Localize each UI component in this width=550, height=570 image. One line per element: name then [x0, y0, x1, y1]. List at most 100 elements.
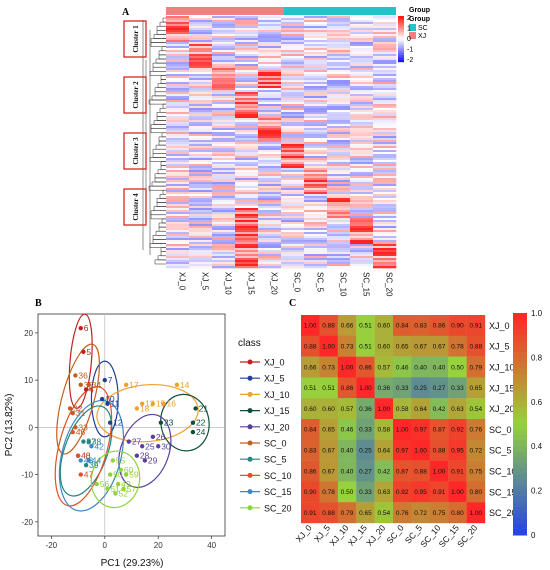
corr-value-label: 0.57: [341, 406, 354, 413]
corr-value-label: 0.88: [433, 448, 446, 455]
heatmap-cell: [327, 262, 351, 265]
heatmap-cell: [373, 262, 397, 265]
pca-point-label: 48: [81, 451, 91, 461]
heatmap-cell: [373, 206, 397, 209]
heatmap-cell: [212, 218, 236, 221]
pca-point-label: 4: [89, 385, 94, 395]
heatmap-cell: [281, 70, 305, 73]
heatmap-cell: [212, 166, 236, 169]
heatmap-cell: [281, 254, 305, 257]
heatmap-cell: [166, 222, 190, 225]
heatmap-cell: [189, 140, 213, 143]
column-label: SC_5: [316, 272, 325, 293]
pca-point: [115, 481, 121, 487]
heatmap-cell: [258, 110, 282, 113]
corr-cell: [356, 398, 375, 420]
corr-value-label: 1.00: [469, 510, 482, 517]
corr-cell: [411, 460, 430, 482]
heatmap-cell: [189, 106, 213, 109]
pca-point-label: 24: [196, 427, 206, 437]
heatmap-cell: [373, 102, 397, 105]
heatmap-cell: [189, 254, 213, 257]
heatmap-cell: [304, 204, 328, 207]
corr-cell: [337, 356, 357, 378]
corr-cell: [411, 502, 430, 524]
pca-point: [81, 349, 86, 354]
heatmap-cell: [166, 172, 190, 175]
heatmap-cell: [327, 106, 351, 109]
column-label: SC_20: [385, 272, 394, 297]
corr-cell: [374, 356, 394, 378]
heatmap-cell: [235, 232, 259, 235]
heatmap-cell: [281, 108, 305, 111]
heatmap-cell: [235, 200, 259, 203]
heatmap-cell: [281, 60, 305, 63]
heatmap-cell: [327, 196, 351, 199]
heatmap-cell: [258, 22, 282, 25]
heatmap-cell: [235, 40, 259, 43]
legend-swatch: [409, 32, 416, 39]
heatmap-cell: [235, 44, 259, 47]
heatmap-cell: [258, 16, 282, 19]
heatmap-cell: [189, 220, 213, 223]
corr-value-label: 0.46: [341, 427, 354, 434]
heatmap-cell: [235, 156, 259, 159]
heatmap-cell: [304, 64, 328, 67]
heatmap-cell: [373, 178, 397, 181]
heatmap-cell: [258, 66, 282, 69]
heatmap-cell: [304, 50, 328, 53]
corr-cell: [337, 335, 357, 357]
heatmap-cell: [350, 210, 374, 213]
heatmap-cell: [258, 212, 282, 215]
pca-point-label: 42: [94, 441, 104, 451]
corr-cell: [393, 356, 412, 378]
legend-dot: [247, 505, 253, 511]
heatmap-cell: [327, 20, 351, 23]
heatmap-cell: [350, 206, 374, 209]
heatmap-cell: [166, 76, 190, 79]
corr-row-label: XJ_15: [489, 383, 515, 393]
heatmap-cell: [304, 166, 328, 169]
pca-ylabel: PC2 (13.82%): [4, 394, 15, 457]
heatmap-cell: [373, 174, 397, 177]
heatmap-cell: [258, 52, 282, 55]
heatmap-cell: [212, 118, 236, 121]
heatmap-cell: [350, 190, 374, 193]
heatmap-cell: [166, 60, 190, 63]
pca-point: [105, 401, 110, 406]
corr-cell: [466, 315, 486, 336]
corr-value-label: 0.65: [469, 385, 482, 392]
color-scale-step: [398, 52, 404, 56]
pca-point-label: 14: [180, 380, 190, 390]
corr-cell: [466, 398, 486, 420]
pca-point-label: 35: [84, 380, 94, 390]
legend-dot: [247, 424, 253, 430]
heatmap-cell: [350, 218, 374, 221]
color-scale: 210-1-2: [398, 15, 413, 64]
legend-dot: [247, 391, 253, 397]
corr-cell: [411, 356, 430, 378]
heatmap-cell: [235, 52, 259, 55]
heatmap-cell: [258, 244, 282, 247]
heatmap-cell: [235, 34, 259, 37]
pca-point: [190, 429, 196, 435]
heatmap-cell: [258, 216, 282, 219]
heatmap-cell: [304, 70, 328, 73]
heatmap-cell: [350, 136, 374, 139]
heatmap-cell: [281, 124, 305, 127]
heatmap-cell: [258, 28, 282, 31]
color-scale-tick: 1: [407, 26, 411, 33]
heatmap-cell: [189, 156, 213, 159]
corr-cell: [429, 356, 449, 378]
heatmap-cell: [166, 256, 190, 259]
pca-zero-lines: [38, 314, 225, 536]
heatmap-cell: [189, 100, 213, 103]
heatmap-cell: [327, 164, 351, 167]
heatmap-cell: [189, 190, 213, 193]
heatmap-cell: [189, 228, 213, 231]
heatmap-cell: [281, 116, 305, 119]
heatmap-cell: [212, 210, 236, 213]
heatmap-cell: [373, 156, 397, 159]
heatmap-cell: [327, 108, 351, 111]
heatmap-cell: [189, 48, 213, 51]
